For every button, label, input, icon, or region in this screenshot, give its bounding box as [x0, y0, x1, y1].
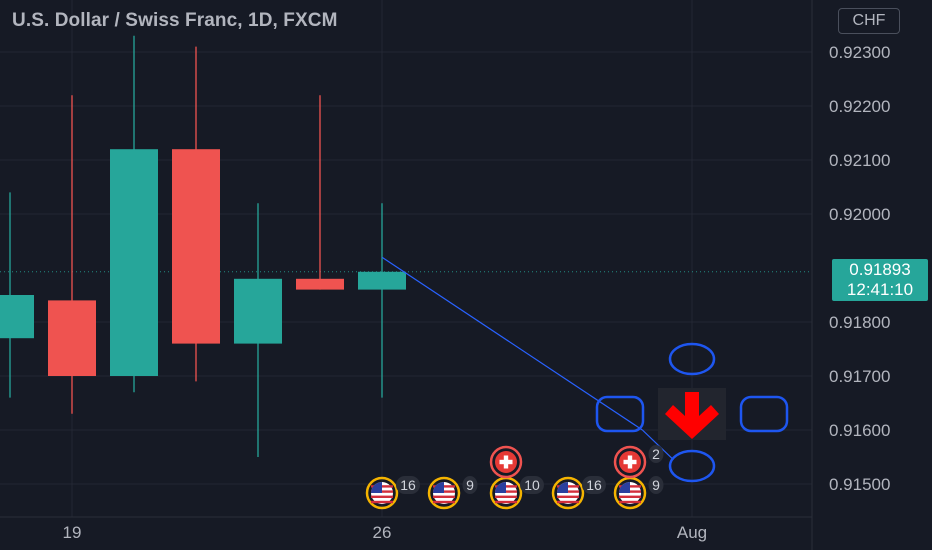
- candle-body[interactable]: [234, 278, 282, 344]
- us-flag-stripe: [557, 495, 579, 498]
- x-tick-label: Aug: [677, 523, 707, 542]
- us-flag-canton: [495, 482, 506, 493]
- event-count-badge: [396, 476, 420, 494]
- us-flag-stripe: [371, 495, 393, 498]
- y-tick-label: 0.92300: [829, 43, 890, 62]
- us-flag-canton: [557, 482, 568, 493]
- candle-body[interactable]: [110, 149, 158, 376]
- y-tick-label: 0.91800: [829, 313, 890, 332]
- last-price-label: 0.91893 12:41:10: [832, 259, 928, 301]
- y-tick-label: 0.92200: [829, 97, 890, 116]
- currency-badge[interactable]: CHF: [838, 8, 900, 34]
- swiss-event-ring[interactable]: [489, 445, 523, 479]
- last-price-value: 0.91893: [849, 260, 911, 279]
- us-event-ring[interactable]: [551, 476, 585, 510]
- trend-line[interactable]: [381, 256, 643, 431]
- us-flag-stripe: [495, 500, 517, 504]
- us-event-ring[interactable]: [427, 476, 461, 510]
- chart-title: U.S. Dollar / Swiss Franc, 1D, FXCM: [12, 10, 338, 31]
- y-tick-label: 0.91700: [829, 367, 890, 386]
- us-flag-stripe: [433, 500, 455, 504]
- square-left-icon[interactable]: [595, 395, 645, 433]
- us-flag-stripe: [619, 500, 641, 504]
- y-tick-label: 0.92000: [829, 205, 890, 224]
- us-flag-stripe: [495, 495, 517, 498]
- last-price-countdown: 12:41:10: [846, 280, 914, 299]
- circle-up-icon[interactable]: [668, 342, 716, 376]
- us-flag-stripe: [619, 495, 641, 498]
- candle-body[interactable]: [296, 278, 344, 290]
- candle-body[interactable]: [172, 149, 220, 344]
- event-count-badge: [648, 445, 664, 463]
- candle-body[interactable]: [358, 271, 406, 290]
- us-event-ring[interactable]: [365, 476, 399, 510]
- us-flag-canton: [619, 482, 630, 493]
- y-tick-label: 0.91600: [829, 421, 890, 440]
- candle-body[interactable]: [48, 300, 96, 376]
- event-count-badge: [648, 476, 664, 494]
- square-right-icon[interactable]: [739, 395, 789, 433]
- event-count-label: 10: [524, 477, 540, 493]
- us-flag-stripe: [433, 495, 455, 498]
- us-flag-canton: [371, 482, 382, 493]
- event-count-badge: [582, 476, 606, 494]
- y-tick-label: 0.91500: [829, 475, 890, 494]
- y-tick-label: 0.92100: [829, 151, 890, 170]
- event-count-label: 2: [652, 446, 660, 462]
- swiss-cross-vertical: [627, 455, 633, 469]
- x-tick-label: 19: [63, 523, 82, 542]
- event-count-badge: [520, 476, 544, 494]
- event-count-label: 16: [400, 477, 416, 493]
- swiss-event-ring[interactable]: [613, 445, 647, 479]
- candle-body[interactable]: [0, 295, 34, 339]
- us-flag-canton: [433, 482, 444, 493]
- swiss-cross-vertical: [503, 455, 509, 469]
- event-count-label: 9: [652, 477, 660, 493]
- event-count-label: 9: [466, 477, 474, 493]
- event-count-badge: [462, 476, 478, 494]
- us-flag-stripe: [557, 500, 579, 504]
- arrow-down-icon[interactable]: [665, 392, 719, 439]
- event-count-label: 16: [586, 477, 602, 493]
- circle-down-icon[interactable]: [668, 449, 716, 483]
- x-tick-label: 26: [373, 523, 392, 542]
- us-flag-stripe: [371, 500, 393, 504]
- trend-line-extension[interactable]: [641, 429, 674, 461]
